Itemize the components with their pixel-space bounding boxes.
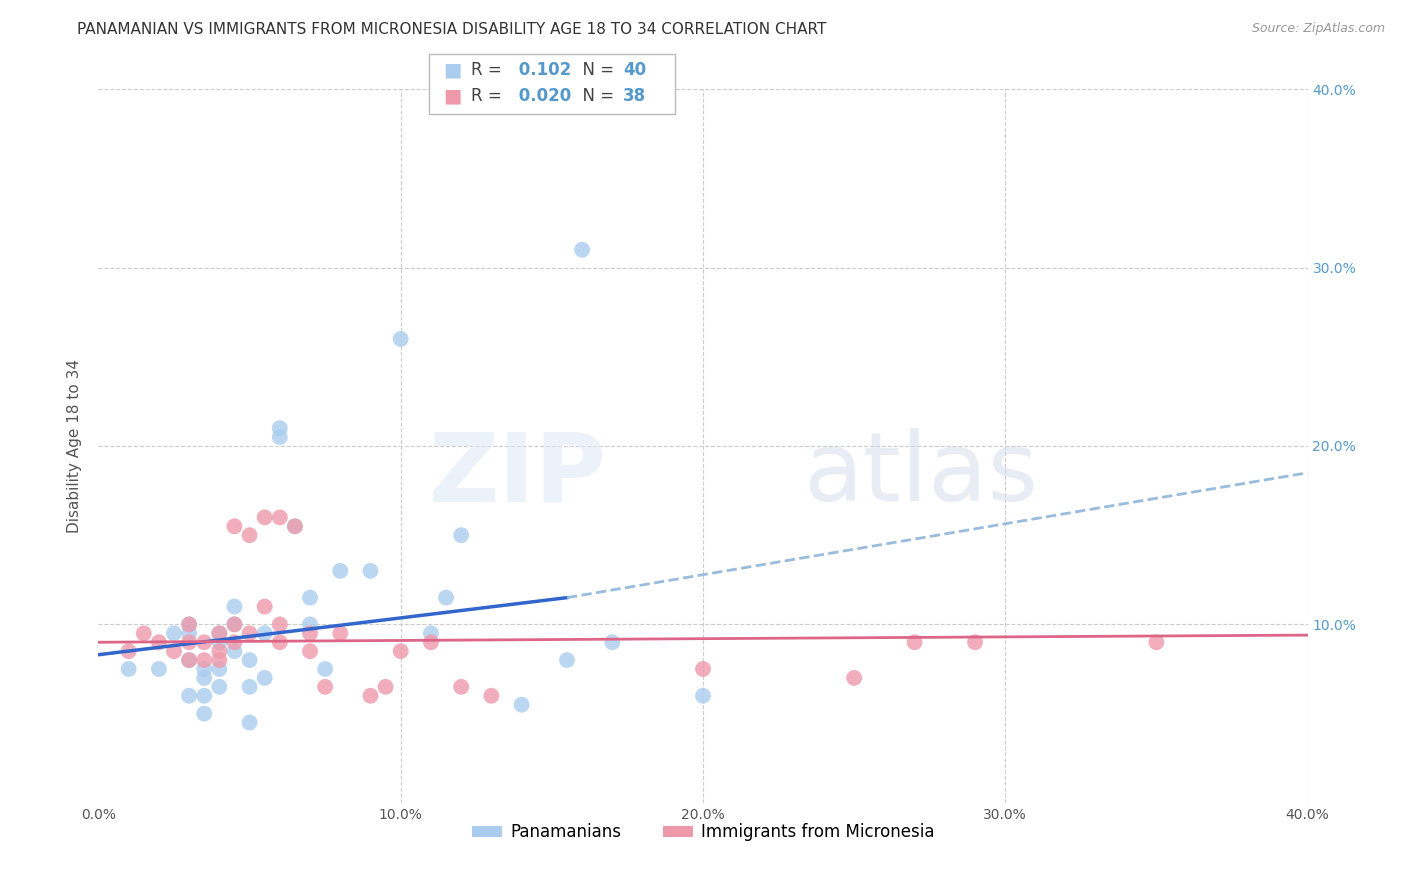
Point bbox=[434, 591, 457, 605]
Point bbox=[904, 635, 927, 649]
Point bbox=[299, 617, 322, 632]
Point bbox=[208, 644, 231, 658]
Point bbox=[179, 617, 201, 632]
Point bbox=[179, 653, 201, 667]
Point bbox=[1144, 635, 1167, 649]
Point bbox=[118, 644, 141, 658]
Point bbox=[555, 653, 578, 667]
Point bbox=[193, 671, 215, 685]
Point bbox=[269, 617, 291, 632]
Text: atlas: atlas bbox=[803, 428, 1038, 521]
Point bbox=[299, 644, 322, 658]
Point bbox=[193, 653, 215, 667]
Point bbox=[269, 421, 291, 435]
Text: ZIP: ZIP bbox=[429, 428, 606, 521]
Point bbox=[389, 644, 412, 658]
Point bbox=[284, 519, 307, 533]
Text: 40: 40 bbox=[623, 61, 645, 78]
Text: Source: ZipAtlas.com: Source: ZipAtlas.com bbox=[1251, 22, 1385, 36]
Point bbox=[224, 599, 246, 614]
Text: PANAMANIAN VS IMMIGRANTS FROM MICRONESIA DISABILITY AGE 18 TO 34 CORRELATION CHA: PANAMANIAN VS IMMIGRANTS FROM MICRONESIA… bbox=[77, 22, 827, 37]
Point bbox=[571, 243, 593, 257]
Text: 0.020: 0.020 bbox=[513, 87, 571, 105]
Point bbox=[193, 662, 215, 676]
Point bbox=[208, 626, 231, 640]
Point bbox=[844, 671, 866, 685]
Point bbox=[193, 706, 215, 721]
Point bbox=[179, 653, 201, 667]
Point bbox=[450, 528, 472, 542]
Point bbox=[208, 680, 231, 694]
Point bbox=[239, 653, 262, 667]
Y-axis label: Disability Age 18 to 34: Disability Age 18 to 34 bbox=[67, 359, 83, 533]
Point bbox=[163, 626, 186, 640]
Point bbox=[299, 591, 322, 605]
Point bbox=[450, 680, 472, 694]
Point bbox=[314, 680, 336, 694]
Point bbox=[692, 662, 714, 676]
Point bbox=[224, 644, 246, 658]
Point bbox=[299, 626, 322, 640]
Text: R =: R = bbox=[471, 61, 508, 78]
Point bbox=[965, 635, 987, 649]
Point bbox=[510, 698, 533, 712]
Point bbox=[179, 635, 201, 649]
Point bbox=[224, 519, 246, 533]
Point bbox=[269, 635, 291, 649]
Text: 38: 38 bbox=[623, 87, 645, 105]
Point bbox=[239, 715, 262, 730]
Point bbox=[224, 617, 246, 632]
Text: 0.102: 0.102 bbox=[513, 61, 571, 78]
Point bbox=[253, 626, 276, 640]
Legend: Panamanians, Immigrants from Micronesia: Panamanians, Immigrants from Micronesia bbox=[465, 817, 941, 848]
Point bbox=[253, 599, 276, 614]
Point bbox=[329, 564, 352, 578]
Point bbox=[602, 635, 624, 649]
Point bbox=[239, 680, 262, 694]
Point bbox=[179, 626, 201, 640]
Point bbox=[208, 635, 231, 649]
Point bbox=[253, 671, 276, 685]
Point bbox=[284, 519, 307, 533]
Text: N =: N = bbox=[572, 87, 620, 105]
Text: R =: R = bbox=[471, 87, 508, 105]
Point bbox=[148, 635, 170, 649]
Point bbox=[224, 617, 246, 632]
Point bbox=[118, 662, 141, 676]
Point bbox=[692, 689, 714, 703]
Point bbox=[360, 564, 382, 578]
Point bbox=[179, 689, 201, 703]
Point bbox=[193, 635, 215, 649]
Point bbox=[132, 626, 155, 640]
Point bbox=[329, 626, 352, 640]
Point bbox=[253, 510, 276, 524]
Point bbox=[208, 653, 231, 667]
Point bbox=[179, 617, 201, 632]
Text: ■: ■ bbox=[443, 60, 461, 79]
Point bbox=[239, 626, 262, 640]
Point bbox=[481, 689, 503, 703]
Point bbox=[148, 662, 170, 676]
Text: N =: N = bbox=[572, 61, 620, 78]
Point bbox=[208, 626, 231, 640]
Point bbox=[239, 528, 262, 542]
Point bbox=[269, 430, 291, 444]
Point bbox=[374, 680, 396, 694]
Point bbox=[224, 635, 246, 649]
Text: ■: ■ bbox=[443, 87, 461, 106]
Point bbox=[389, 332, 412, 346]
Point bbox=[420, 626, 443, 640]
Point bbox=[208, 662, 231, 676]
Point bbox=[193, 689, 215, 703]
Point bbox=[269, 510, 291, 524]
Point bbox=[420, 635, 443, 649]
Point bbox=[360, 689, 382, 703]
Point bbox=[314, 662, 336, 676]
Point bbox=[163, 644, 186, 658]
